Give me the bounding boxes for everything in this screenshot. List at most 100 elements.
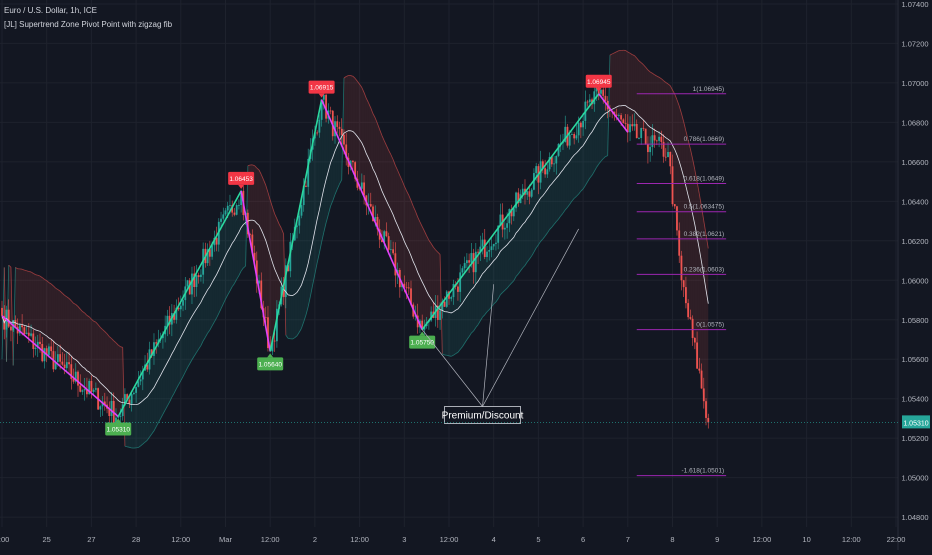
x-tick-label: 12:00 (753, 535, 772, 544)
pivot-label-text: 1.06915 (310, 85, 334, 92)
zone-segment (449, 297, 451, 356)
zone-segment (315, 133, 317, 274)
candle-body (196, 275, 198, 287)
fib-label: 0.236(1.0603) (684, 266, 724, 273)
zone-segment (554, 156, 556, 225)
fib-label: 0(1.0575) (696, 322, 724, 329)
candle-body (582, 121, 584, 127)
candle-body (128, 400, 130, 404)
zone-segment (413, 206, 415, 316)
candle-body (689, 317, 691, 319)
fib-label: 1(1.06945) (693, 86, 724, 93)
zone-segment (494, 243, 496, 304)
zone-segment (612, 53, 614, 115)
candle-body (111, 401, 113, 416)
candle-body (1, 308, 3, 316)
candle-body (41, 344, 43, 361)
candle-body (477, 252, 479, 253)
zone-segment (518, 194, 520, 274)
candle-body (634, 124, 636, 126)
zone-segment (552, 163, 554, 227)
fib-label: 0.382(1.0621) (684, 231, 724, 238)
zone-segment (527, 191, 529, 262)
x-tick-label: 25 (43, 535, 51, 544)
candle-body (488, 250, 490, 252)
zone-segment (270, 200, 272, 351)
annotation-text: Premium/Discount (442, 410, 524, 421)
candle-body (571, 134, 573, 135)
zone-segment (648, 70, 650, 152)
candle-body (493, 244, 495, 246)
zone-segment (512, 208, 514, 283)
candle-body (93, 390, 95, 392)
zone-segment (310, 138, 312, 296)
x-tick-label: 12:00 (440, 535, 459, 544)
candle-body (638, 138, 640, 139)
candle-body (234, 213, 236, 215)
zone-segment (174, 308, 176, 394)
zone-segment (603, 96, 605, 159)
candle-body (482, 240, 484, 247)
zone-segment (590, 99, 592, 178)
zone-segment (619, 50, 621, 119)
zone-segment (543, 168, 545, 239)
zone-segment (29, 271, 31, 335)
candle-body (82, 390, 84, 392)
zone-segment (523, 189, 525, 268)
candle-body (475, 252, 477, 272)
zone-segment (561, 142, 563, 216)
candle-body (222, 214, 224, 218)
zone-segment (199, 275, 201, 349)
zone-segment (326, 111, 328, 223)
zone-segment (362, 87, 364, 195)
candle-body (68, 362, 70, 364)
candle-body (526, 191, 528, 194)
zone-segment (85, 313, 87, 394)
candle-body (444, 302, 446, 307)
zone-segment (351, 76, 353, 163)
candle-body (600, 90, 602, 94)
candle-body (504, 228, 506, 230)
candle-body (651, 135, 653, 147)
y-tick-label: 1.05200 (901, 434, 928, 443)
candle-body (30, 333, 32, 335)
candle-body (464, 263, 466, 268)
zone-segment (366, 98, 368, 205)
supertrend-line (125, 446, 127, 447)
zone-segment (232, 213, 234, 287)
candle-body (10, 327, 12, 331)
zone-segment (62, 293, 64, 368)
zone-segment (230, 205, 232, 291)
candle-body (513, 208, 515, 216)
symbol-title[interactable]: Euro / U.S. Dollar, 1h, ICE (4, 6, 97, 15)
zone-segment (297, 216, 299, 336)
candle-body (459, 272, 461, 292)
candle-body (620, 115, 622, 119)
candle-body (370, 204, 372, 206)
candle-body (8, 310, 10, 327)
zone-segment (628, 52, 630, 132)
candle-body (457, 287, 459, 292)
zone-segment (58, 290, 60, 362)
candle-body (28, 333, 30, 336)
candle-body (696, 342, 698, 368)
x-tick-label: 12:00 (842, 535, 861, 544)
candle-body (120, 416, 122, 417)
candle-body (352, 161, 354, 162)
zone-segment (525, 191, 527, 265)
candle-body (462, 268, 464, 272)
fib-label: 0.786(1.0669) (684, 136, 724, 143)
zone-segment (20, 269, 22, 327)
y-tick-label: 1.06000 (901, 276, 928, 285)
candle-body (468, 260, 470, 262)
x-tick-label: 28 (132, 535, 140, 544)
indicator-title[interactable]: [JL] Supertrend Zone Pivot Point with zi… (4, 20, 172, 29)
zone-segment (234, 205, 236, 284)
time-axis[interactable]: 2:0025272812:00Mar12:00212:00312:0045678… (0, 535, 905, 544)
zone-segment (38, 275, 40, 344)
zone-segment (138, 379, 140, 447)
candle-body (589, 99, 591, 102)
y-tick-label: 1.05800 (901, 316, 928, 325)
